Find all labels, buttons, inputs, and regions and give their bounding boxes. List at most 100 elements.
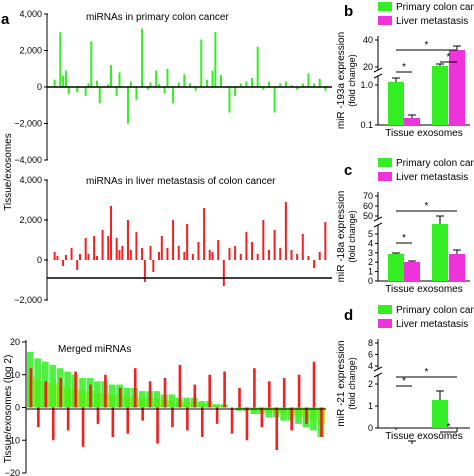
bar bbox=[267, 81, 270, 87]
bar-metastasis bbox=[193, 384, 197, 408]
bar bbox=[84, 87, 87, 97]
bar bbox=[107, 84, 110, 87]
bar bbox=[245, 232, 248, 260]
bar-primary bbox=[94, 381, 101, 408]
bar bbox=[211, 252, 214, 260]
bar-metastasis bbox=[81, 407, 85, 447]
bar bbox=[267, 250, 270, 260]
bar bbox=[262, 87, 265, 90]
y-tick-label: 60 bbox=[363, 201, 373, 211]
axis-break bbox=[373, 73, 383, 79]
bar bbox=[186, 224, 189, 260]
bar bbox=[228, 248, 231, 260]
bar bbox=[87, 254, 90, 260]
panel-label-a: a bbox=[1, 11, 10, 28]
significance-star: * bbox=[447, 422, 451, 433]
y-axis-label: Tissue/exosomes bbox=[3, 133, 14, 210]
y-tick-label: 1 bbox=[368, 401, 373, 411]
y-tick-label: 3 bbox=[368, 248, 373, 258]
bar bbox=[93, 236, 96, 260]
bar bbox=[228, 87, 231, 113]
bar bbox=[62, 260, 65, 266]
bar-primary bbox=[153, 391, 161, 408]
bar bbox=[149, 82, 152, 87]
bar-metastasis bbox=[260, 407, 264, 428]
bar-primary bbox=[432, 66, 448, 125]
bar-metastasis bbox=[37, 407, 40, 428]
chart-mir-18a: Primary colon cancer Liver metastasis 7060… bbox=[336, 158, 474, 295]
bar-metastasis bbox=[282, 378, 286, 408]
bar-primary bbox=[183, 397, 191, 408]
bar-primary bbox=[250, 407, 258, 415]
y-tick-label: 0 bbox=[368, 423, 373, 433]
bar bbox=[110, 206, 113, 260]
y-tick-label: −10 bbox=[5, 435, 20, 445]
bar bbox=[64, 70, 67, 87]
bar bbox=[194, 87, 197, 91]
y-tick-label: 2,000 bbox=[19, 46, 42, 56]
y-tick-label: 10 bbox=[10, 370, 20, 380]
bar bbox=[279, 83, 282, 87]
bar bbox=[318, 252, 321, 260]
bar bbox=[107, 236, 110, 260]
bar bbox=[177, 246, 180, 260]
bar-metastasis bbox=[44, 381, 48, 408]
bar bbox=[318, 78, 321, 87]
y-tick-label: 4 bbox=[368, 238, 373, 248]
y-axis-label-unit: (fold change) bbox=[347, 357, 357, 410]
bar bbox=[157, 84, 160, 87]
panel-label-c: c bbox=[344, 162, 352, 179]
bar bbox=[53, 79, 56, 87]
chart-title: Merged miRNAs bbox=[58, 344, 131, 355]
bar bbox=[301, 234, 304, 260]
legend-swatch-metastasis bbox=[378, 319, 392, 328]
bar bbox=[149, 246, 152, 260]
bar-metastasis bbox=[186, 407, 189, 431]
bar-metastasis bbox=[449, 50, 465, 125]
bar-primary bbox=[388, 254, 404, 281]
bar bbox=[251, 242, 254, 260]
bar bbox=[172, 220, 175, 260]
legend-label-primary: Primary colon cancer bbox=[396, 158, 474, 169]
legend-label-metastasis: Liver metastasis bbox=[396, 16, 468, 27]
bar bbox=[262, 220, 265, 260]
bar-metastasis bbox=[89, 384, 92, 408]
bar-metastasis bbox=[449, 254, 465, 281]
legend-label-metastasis: Liver metastasis bbox=[396, 319, 468, 330]
y-tick-label: 4 bbox=[368, 361, 373, 371]
y-tick-label: 0 bbox=[37, 255, 42, 265]
y-tick-label: 1 bbox=[368, 267, 373, 277]
bar-metastasis bbox=[245, 407, 249, 441]
chart-title: miRNAs in liver metastasis of colon canc… bbox=[86, 176, 276, 187]
bar bbox=[313, 260, 316, 268]
bar bbox=[118, 72, 121, 87]
bar bbox=[115, 238, 118, 260]
legend-swatch-metastasis bbox=[378, 172, 392, 181]
bar-primary bbox=[123, 387, 131, 408]
bar bbox=[95, 80, 98, 87]
bar bbox=[157, 252, 160, 260]
bar bbox=[79, 254, 82, 260]
axis-break bbox=[373, 67, 383, 73]
bar bbox=[135, 232, 138, 260]
bar bbox=[166, 248, 169, 260]
bar bbox=[296, 254, 299, 260]
bar bbox=[296, 87, 299, 90]
bar bbox=[197, 242, 200, 260]
bar-metastasis bbox=[74, 371, 77, 408]
bar bbox=[214, 32, 217, 87]
x-axis-label: Tissue exosomes bbox=[385, 284, 462, 295]
bar bbox=[239, 254, 242, 260]
chart-liver-metastasis: miRNAs in liver metastasis of colon canc… bbox=[14, 175, 332, 305]
bar bbox=[273, 87, 276, 113]
y-tick-label: 50 bbox=[363, 211, 373, 221]
bar bbox=[135, 87, 138, 100]
bar-metastasis bbox=[66, 407, 70, 431]
bar bbox=[53, 252, 56, 260]
y-tick-label: 2 bbox=[368, 257, 373, 267]
y-tick-label: 40 bbox=[363, 35, 373, 45]
bar bbox=[205, 79, 208, 87]
bar bbox=[163, 87, 166, 94]
bar-metastasis bbox=[200, 407, 204, 437]
